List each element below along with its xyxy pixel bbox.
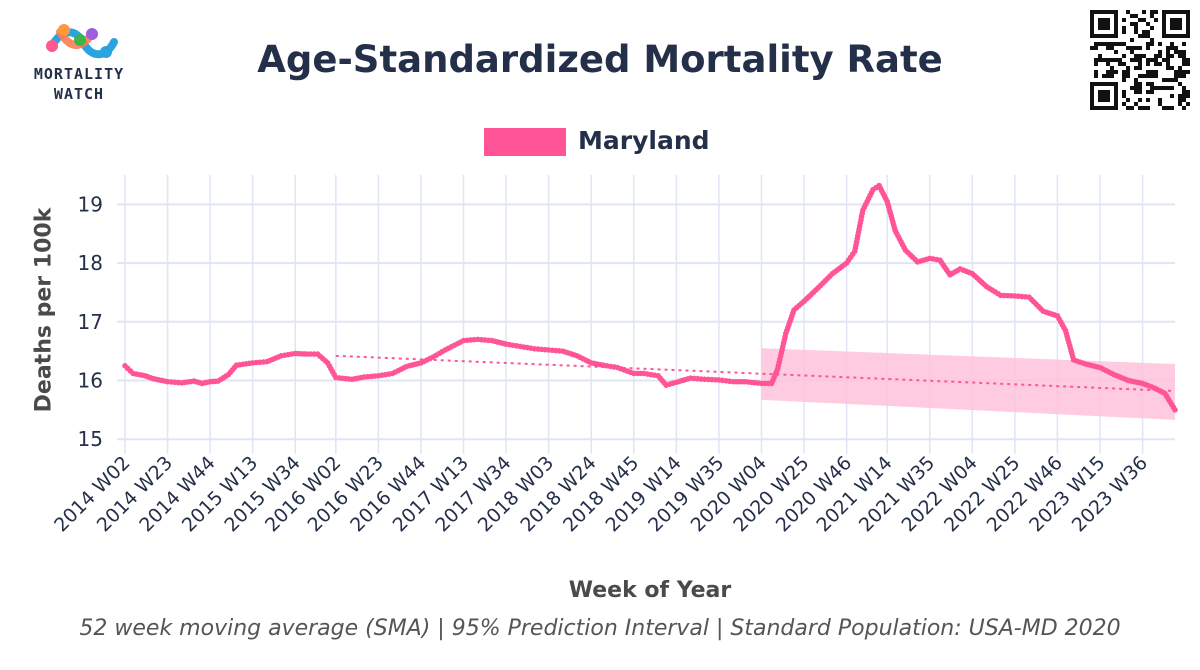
y-tick-label: 16 [78, 368, 103, 392]
chart-footnote: 52 week moving average (SMA) | 95% Predi… [79, 616, 1121, 641]
chart-title: Age-Standardized Mortality Rate [257, 38, 943, 81]
qr-code-icon[interactable] [1090, 10, 1190, 110]
logo-icon [46, 24, 118, 59]
y-tick-label: 19 [78, 192, 103, 216]
prediction-interval-band [761, 348, 1175, 420]
legend: Maryland [0, 124, 1200, 160]
series-point [1172, 407, 1178, 413]
y-axis-label: Deaths per 100k [31, 207, 57, 413]
y-tick-label: 17 [78, 310, 103, 334]
y-tick-label: 18 [78, 251, 103, 275]
mortality-watch-logo [14, 18, 144, 108]
logo-text: MORTALITY WATCH [14, 64, 144, 104]
legend-swatch [484, 128, 566, 156]
y-tick-label: 15 [78, 427, 103, 451]
logo-line-1: MORTALITY [33, 65, 125, 83]
legend-label: Maryland [578, 126, 710, 155]
logo-line-2: WATCH [53, 85, 105, 103]
x-axis-label: Week of Year [568, 578, 732, 603]
